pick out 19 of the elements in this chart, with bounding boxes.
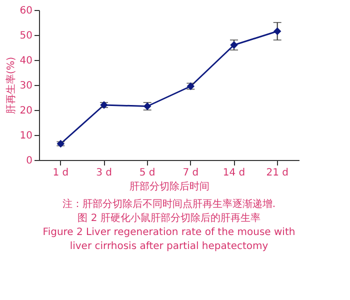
x-tick-label: 5 d <box>139 168 156 178</box>
caption: 图 2 肝硬化小鼠肝部分切除后的肝再生率 <box>78 212 260 224</box>
y-tick-label: 30 <box>20 80 32 92</box>
x-axis-title: 肝部分切除后时间 <box>130 180 210 192</box>
x-tick-label: 14 d <box>222 168 246 178</box>
y-axis-title: 肝再生率(%) <box>4 56 17 114</box>
x-tick-label: 21 d <box>266 168 288 178</box>
y-tick-label: 0 <box>26 156 32 166</box>
y-tick-label: 40 <box>20 56 32 66</box>
y-tick-label: 20 <box>20 106 32 116</box>
x-tick-label: 1 d <box>52 168 69 178</box>
text: 注：肝部分切除后不同时间点肝再生率逐渐递增. <box>62 198 276 210</box>
x-tick-label: 3 d <box>96 168 112 178</box>
caption: Figure 2 Liver regeneration rate of the mouse with liver cirrhosis after partial hepatectomy <box>42 227 296 252</box>
y-tick-label: 10 <box>20 130 32 142</box>
y-tick-label: 60 <box>20 6 32 16</box>
x-tick-label: 7 d <box>182 168 199 178</box>
y-tick-label: 50 <box>20 30 32 42</box>
point <box>273 27 282 36</box>
